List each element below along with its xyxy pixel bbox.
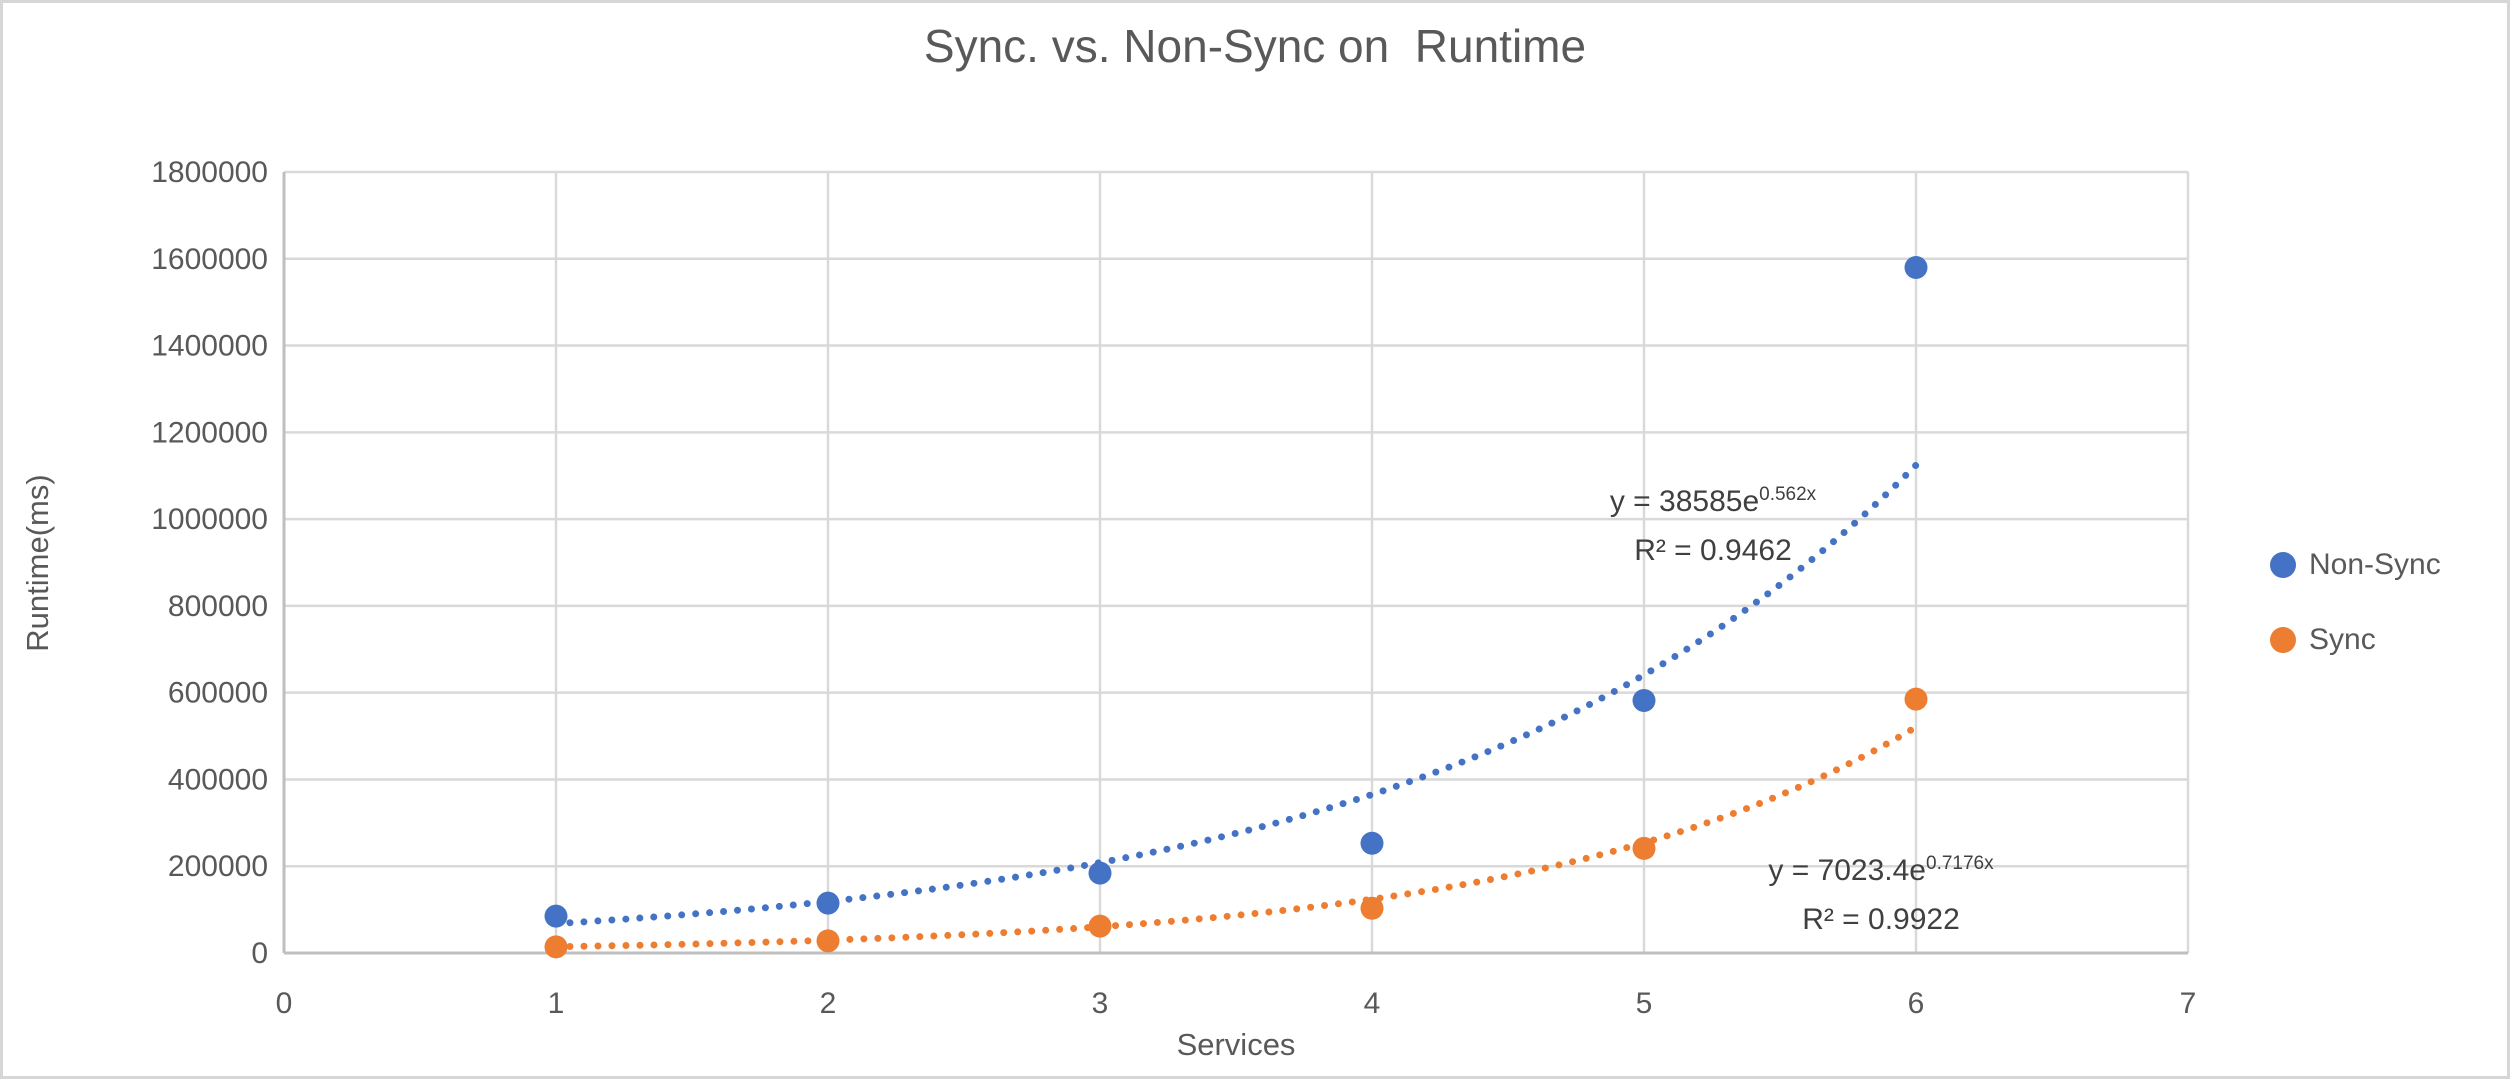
trendline-equation-non-sync: y = 38585e0.562x R² = 0.9462 [1523, 470, 1903, 575]
x-tick-label: 3 [1092, 987, 1109, 1020]
data-point-non-sync [544, 904, 568, 928]
y-tick-label: 400000 [168, 763, 268, 796]
y-tick-label: 1200000 [151, 416, 268, 449]
trendline-equation-sync: y = 7023.4e0.7176x R² = 0.9922 [1691, 839, 2071, 944]
equation-line: y = 38585e0.562x [1609, 484, 1817, 518]
equation-line: y = 7023.4e0.7176x [1768, 853, 1994, 887]
data-point-non-sync [1904, 255, 1928, 279]
equation-exponent: 0.7176x [1926, 853, 1994, 874]
data-point-non-sync [1360, 831, 1384, 855]
x-tick-labels: 0 1 2 3 4 5 6 7 [276, 987, 2197, 1020]
equation-exponent: 0.562x [1759, 484, 1817, 505]
y-tick-label: 1600000 [151, 243, 268, 276]
y-tick-label: 800000 [168, 590, 268, 623]
y-axis-title: Runtime(ms) [20, 474, 55, 652]
x-tick-label: 5 [1636, 987, 1653, 1020]
y-tick-label: 0 [251, 937, 268, 970]
axis-lines [282, 172, 2188, 955]
data-point-sync [816, 929, 840, 953]
trendline-sync [552, 723, 1920, 951]
y-tick-label: 1400000 [151, 330, 268, 363]
x-tick-label: 4 [1364, 987, 1381, 1020]
y-tick-label: 600000 [168, 677, 268, 710]
legend-marker-non-sync [2270, 552, 2296, 578]
data-point-sync [1904, 687, 1928, 711]
legend-label: Non-Sync [2309, 548, 2441, 581]
data-point-non-sync [1632, 688, 1656, 712]
x-tick-label: 2 [820, 987, 837, 1020]
r-squared-line: R² = 0.9462 [1634, 534, 1792, 567]
y-tick-label: 200000 [168, 850, 268, 883]
legend-item-sync: Sync [2270, 622, 2376, 658]
legend-label: Sync [2309, 623, 2376, 656]
series-non-sync [544, 255, 1928, 928]
data-point-non-sync [816, 891, 840, 915]
data-point-non-sync [1088, 861, 1112, 885]
r-squared-line: R² = 0.9922 [1802, 903, 1960, 936]
series-sync [544, 687, 1928, 959]
x-axis-title: Services [1176, 1027, 1296, 1062]
data-point-sync [1360, 896, 1384, 920]
gridlines [282, 170, 2190, 955]
y-tick-labels: 0 200000 400000 600000 800000 1000000 1200000 1… [151, 156, 268, 970]
y-tick-label: 1800000 [151, 156, 268, 189]
legend-marker-sync [2270, 627, 2296, 653]
y-tick-label: 1000000 [151, 503, 268, 536]
x-tick-label: 7 [2180, 987, 2197, 1020]
data-point-sync [1088, 914, 1112, 938]
data-point-sync [544, 935, 568, 959]
x-tick-label: 6 [1908, 987, 1925, 1020]
chart-title: Sync. vs. Non-Sync on Runtime [923, 20, 1587, 72]
plot-area: 0 200000 400000 600000 800000 1000000 1200000 1… [151, 156, 2197, 1020]
data-point-sync [1632, 836, 1656, 860]
trendline-non-sync [552, 461, 1920, 928]
x-tick-label: 1 [548, 987, 565, 1020]
legend-item-non-sync: Non-Sync [2270, 547, 2441, 583]
x-tick-label: 0 [276, 987, 293, 1020]
